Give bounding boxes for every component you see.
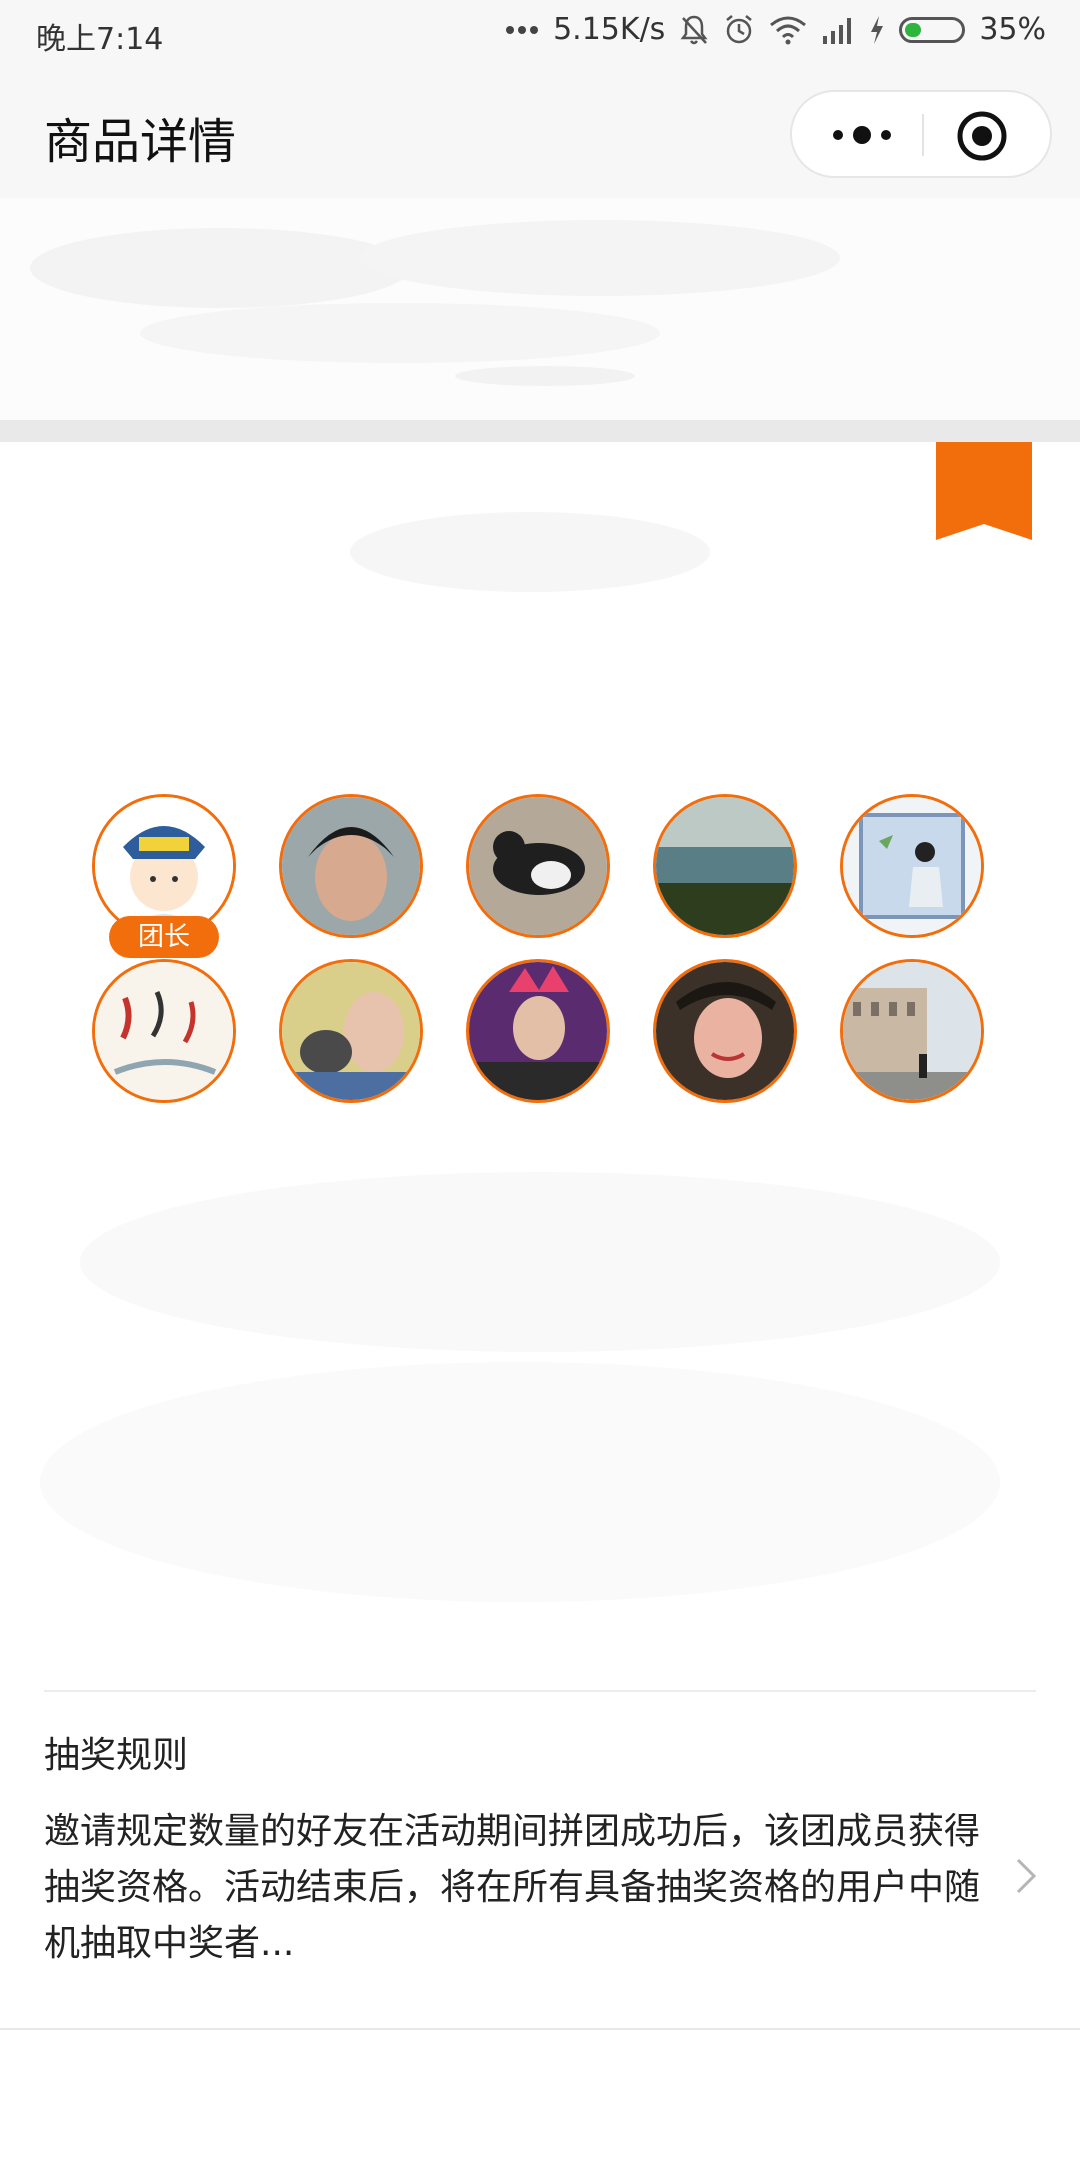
street-building-avatar[interactable] <box>840 959 984 1103</box>
wifi-icon <box>769 15 807 45</box>
product-banner <box>0 198 1080 420</box>
rules-description[interactable]: 邀请规定数量的好友在活动期间拼团成功后，该团成员获得抽奖资格。活动结束后，将在所… <box>44 1811 981 1964</box>
page-title: 商品详情 <box>44 114 237 170</box>
rules-separator <box>44 1690 1036 1692</box>
close-miniprogram-icon[interactable] <box>956 110 1008 162</box>
group-content: 团长 抽奖规则 邀请规定数量的好友在活动期间拼团成功后，该团成员获得抽奖资格。活… <box>0 442 1080 2028</box>
mute-bell-icon <box>679 14 709 46</box>
status-right: 5.15K/s 35% <box>505 12 1046 47</box>
navigation-bar: 商品详情 <box>0 68 1080 198</box>
faded-product-image <box>350 512 710 592</box>
faded-description-image <box>40 1172 1000 1602</box>
capsule-divider <box>922 114 924 156</box>
battery-icon <box>899 16 966 43</box>
anime-character-avatar[interactable] <box>466 959 610 1103</box>
signal-icon <box>821 16 855 44</box>
illustration-window-avatar[interactable] <box>840 794 984 938</box>
status-time: 晚上7:14 <box>36 22 164 57</box>
bookmark-icon[interactable] <box>936 442 1032 540</box>
more-menu-icon[interactable] <box>822 112 902 158</box>
section-divider <box>0 420 1080 442</box>
landscape-avatar[interactable] <box>653 794 797 938</box>
battery-percent: 35% <box>979 12 1046 47</box>
cat-avatar[interactable] <box>466 794 610 938</box>
bottom-divider <box>0 2028 1080 2030</box>
more-dots-icon <box>505 24 539 36</box>
rules-title: 抽奖规则 <box>44 1735 189 1776</box>
miniprogram-capsule <box>790 90 1052 178</box>
chevron-right-icon[interactable] <box>1014 1856 1038 1896</box>
person-avatar[interactable] <box>279 794 423 938</box>
leader-badge: 团长 <box>109 916 219 958</box>
person-with-pet-avatar[interactable] <box>279 959 423 1103</box>
network-speed: 5.15K/s <box>553 12 666 47</box>
smiling-person-avatar[interactable] <box>653 959 797 1103</box>
koi-fish-painting-avatar[interactable] <box>92 959 236 1103</box>
charging-icon <box>869 15 885 45</box>
alarm-icon <box>723 14 755 46</box>
cartoon-character-avatar[interactable] <box>92 794 236 938</box>
status-bar: 晚上7:14 5.15K/s 35% <box>0 0 1080 68</box>
